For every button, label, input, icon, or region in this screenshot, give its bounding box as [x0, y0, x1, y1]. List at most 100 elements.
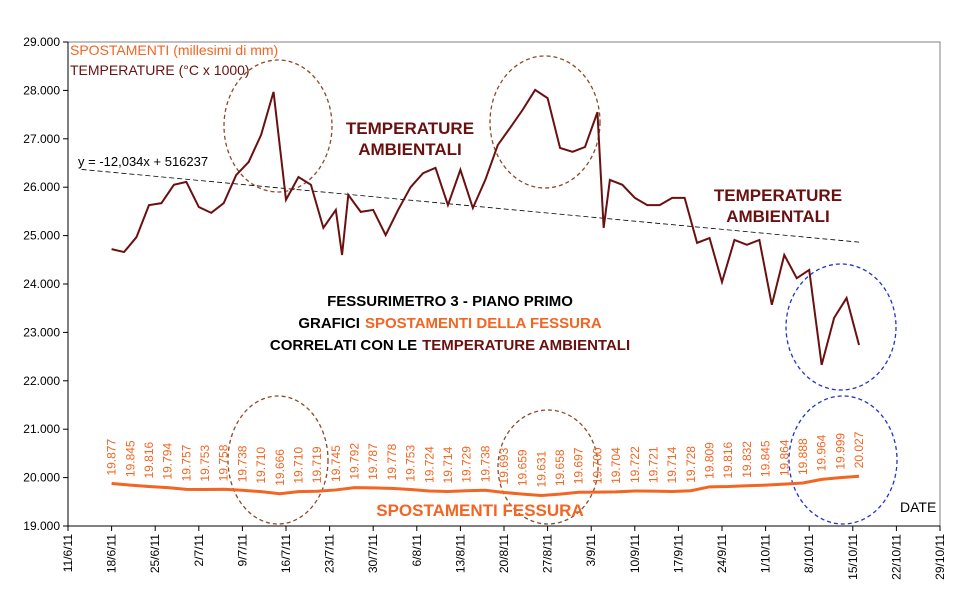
data-label: 19.787	[366, 443, 380, 480]
data-label: 19.714	[665, 446, 679, 483]
data-label: 19.809	[703, 442, 717, 479]
data-label: 19.729	[460, 446, 474, 483]
x-tick-label: 6/8/11	[410, 534, 424, 567]
x-tick-label: 9/7/11	[235, 534, 249, 567]
data-label: 19.710	[254, 447, 268, 484]
x-tick-label: 3/9/11	[584, 534, 598, 567]
y-tick-label: 20.000	[23, 471, 60, 485]
x-tick-label: 16/7/11	[279, 534, 293, 573]
title-segment: FESSURIMETRO 3 - PIANO PRIMO	[327, 293, 573, 310]
annotation: SPOSTAMENTI FESSURA	[376, 501, 583, 520]
data-label: 19.693	[497, 447, 511, 484]
y-tick-label: 28.000	[23, 83, 60, 97]
title-segment: SPOSTAMENTI DELLA FESSURA	[365, 315, 602, 332]
trendline-label: y = -12,034x + 516237	[78, 154, 208, 169]
legend-entry: SPOSTAMENTI (millesimi di mm)	[70, 42, 278, 58]
x-tick-label: 23/7/11	[323, 534, 337, 573]
data-label: 19.710	[291, 447, 305, 484]
title-segment: CORRELATI CON LE	[270, 337, 417, 354]
annotation: AMBIENTALI	[726, 207, 830, 226]
series-line	[111, 474, 860, 497]
data-label: 19.999	[833, 433, 847, 470]
highlight-ellipse	[788, 395, 898, 525]
x-tick-label: 20/8/11	[497, 534, 511, 573]
data-label: 20.027	[852, 431, 866, 468]
x-tick-label: 15/10/11	[846, 534, 860, 580]
highlight-ellipse	[497, 409, 599, 525]
x-tick-label: 17/9/11	[671, 534, 685, 573]
x-tick-label: 25/6/11	[148, 534, 162, 573]
data-label: 19.738	[235, 445, 249, 482]
data-label: 19.816	[721, 441, 735, 478]
x-tick-label: 29/10/11	[933, 534, 947, 580]
y-tick-label: 25.000	[23, 229, 60, 243]
y-tick-label: 26.000	[23, 180, 60, 194]
data-label: 19.721	[646, 446, 660, 483]
y-tick-label: 21.000	[23, 422, 60, 436]
chart-title: CORRELATI CON LE TEMPERATURE AMBIENTALI	[270, 337, 630, 354]
highlight-ellipse	[227, 395, 329, 525]
data-label: 19.658	[553, 449, 567, 486]
data-label: 19.697	[572, 447, 586, 484]
x-tick-label: 8/10/11	[802, 534, 816, 573]
x-tick-label: 13/8/11	[453, 534, 467, 573]
legend-entry: TEMPERATURE (°C x 1000)	[70, 62, 250, 78]
data-label: 19.758	[217, 444, 231, 481]
y-tick-label: 27.000	[23, 132, 60, 146]
data-label: 19.719	[310, 446, 324, 483]
data-label: 19.631	[534, 450, 548, 487]
y-tick-label: 22.000	[23, 374, 60, 388]
y-tick-label: 23.000	[23, 325, 60, 339]
data-label: 19.753	[198, 445, 212, 482]
data-label: 19.845	[123, 440, 137, 477]
x-tick-label: 24/9/11	[715, 534, 729, 573]
highlight-ellipse	[223, 59, 333, 193]
x-tick-label: 27/8/11	[541, 534, 555, 573]
data-label: 19.864	[777, 439, 791, 476]
series-line	[111, 88, 860, 366]
data-label: 19.738	[478, 445, 492, 482]
highlight-ellipse	[489, 55, 601, 189]
highlight-ellipse	[785, 263, 897, 391]
data-label: 19.792	[348, 443, 362, 480]
data-label: 19.877	[105, 439, 119, 476]
data-label: 19.753	[404, 445, 418, 482]
data-label: 19.724	[422, 446, 436, 483]
annotation: AMBIENTALI	[358, 140, 462, 159]
data-label: 19.745	[329, 445, 343, 482]
data-label: 19.722	[628, 446, 642, 483]
x-tick-label: 2/7/11	[192, 534, 206, 567]
y-tick-label: 29.000	[23, 35, 60, 49]
chart-title: FESSURIMETRO 3 - PIANO PRIMO	[327, 293, 573, 310]
y-tick-label: 24.000	[23, 277, 60, 291]
data-label: 19.778	[385, 443, 399, 480]
data-label: 19.794	[161, 443, 175, 480]
data-label: 19.816	[142, 441, 156, 478]
data-label: 19.888	[796, 438, 810, 475]
data-label: 19.666	[273, 449, 287, 486]
x-tick-label: 22/10/11	[889, 534, 903, 580]
data-label: 19.964	[815, 434, 829, 471]
annotation: TEMPERATURE	[714, 186, 842, 205]
data-label: 19.845	[759, 440, 773, 477]
x-tick-label: 18/6/11	[105, 534, 119, 573]
data-label: 19.714	[441, 446, 455, 483]
title-segment: GRAFICI	[298, 315, 360, 332]
x-tick-label: 11/6/11	[61, 534, 75, 573]
chart-title: GRAFICI SPOSTAMENTI DELLA FESSURA	[298, 315, 602, 332]
data-label: 19.704	[609, 447, 623, 484]
x-tick-label: 30/7/11	[366, 534, 380, 573]
title-segment: TEMPERATURE AMBIENTALI	[422, 337, 630, 354]
data-label: 19.728	[684, 446, 698, 483]
trendline	[81, 169, 860, 243]
annotation: TEMPERATURE	[346, 119, 474, 138]
x-axis-label: DATE	[900, 499, 936, 515]
x-tick-label: 10/9/11	[628, 534, 642, 573]
x-tick-label: 1/10/11	[759, 534, 773, 573]
data-label: 19.700	[590, 447, 604, 484]
y-tick-label: 19.000	[23, 519, 60, 533]
data-label: 19.659	[516, 449, 530, 486]
data-label: 19.757	[179, 444, 193, 481]
